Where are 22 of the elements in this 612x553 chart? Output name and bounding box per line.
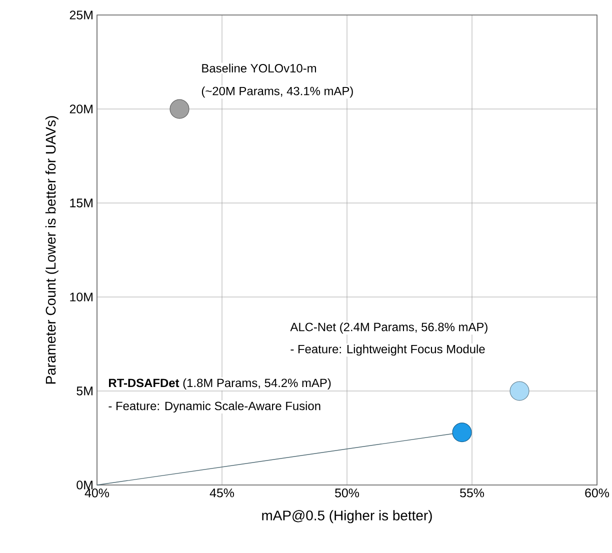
y-tick-label: 25M <box>70 10 92 20</box>
x-tick-label: 50% <box>335 488 360 498</box>
y-tick-label: 5M <box>76 386 92 396</box>
y-axis-title: Parameter Count (Lower is better for UAVs) <box>45 116 58 384</box>
point <box>170 99 190 119</box>
annotation: - Feature: Dynamic Scale-Aware Fusion <box>108 401 320 413</box>
point <box>510 381 530 401</box>
y-tick-label: 0M <box>76 480 92 490</box>
y-tick-label: 15M <box>70 198 92 208</box>
x-tick-label: 55% <box>460 488 484 498</box>
x-tick-label: 60% <box>585 488 610 498</box>
y-tick-label: 10M <box>70 292 92 302</box>
annotation: (~20M Params, 43.1% mAP) <box>202 86 353 98</box>
y-tick-label: 20M <box>70 104 92 114</box>
point <box>452 422 472 442</box>
x-tick-label: 40% <box>84 488 110 498</box>
annotation: RT-DSAFDet (1.8M Params, 54.2% mAP) <box>108 378 331 390</box>
x-tick-label: 45% <box>210 488 234 498</box>
annotation: ALC-Net (2.4M Params, 56.8% mAP) <box>290 322 488 334</box>
annotation: - Feature: Lightweight Focus Module <box>290 344 485 356</box>
x-axis-title: mAP@0.5 (Higher is better) <box>262 510 432 524</box>
annotation: Baseline YOLOv10-m <box>202 64 316 72</box>
